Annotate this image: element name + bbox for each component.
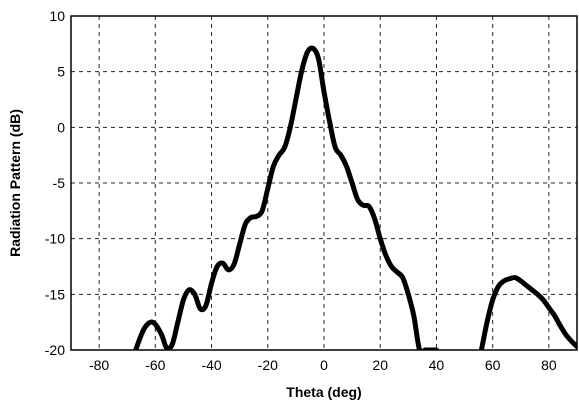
x-tick-label: 60 — [485, 357, 501, 373]
y-tick-label: -5 — [53, 175, 66, 191]
y-tick-label: -15 — [45, 286, 65, 302]
series-line-segment — [133, 45, 439, 350]
y-tick-label: 10 — [49, 8, 65, 24]
x-tick-label: 20 — [372, 357, 388, 373]
x-axis-label: Theta (deg) — [286, 384, 361, 400]
series-line-segment — [478, 275, 577, 350]
series-layer — [133, 45, 577, 350]
x-tick-label: -40 — [201, 357, 221, 373]
plot-frame — [70, 15, 578, 351]
y-tick-label: -20 — [45, 342, 65, 358]
x-tick-label: -20 — [258, 357, 278, 373]
y-axis-label: Radiation Pattern (dB) — [7, 109, 23, 257]
x-tick-labels: -80 -60 -40 -20 0 20 40 60 80 — [89, 357, 557, 373]
x-tick-label: 40 — [429, 357, 445, 373]
x-tick-label: 80 — [541, 357, 557, 373]
x-tick-label: -60 — [145, 357, 165, 373]
y-tick-label: -10 — [45, 231, 65, 247]
y-tick-labels: -20 -15 -10 -5 0 5 10 — [45, 8, 65, 358]
y-tick-label: 5 — [57, 64, 65, 80]
grid-layer — [71, 16, 577, 350]
x-tick-label: -80 — [89, 357, 109, 373]
y-tick-label: 0 — [57, 119, 65, 135]
x-tick-label: 0 — [320, 357, 328, 373]
